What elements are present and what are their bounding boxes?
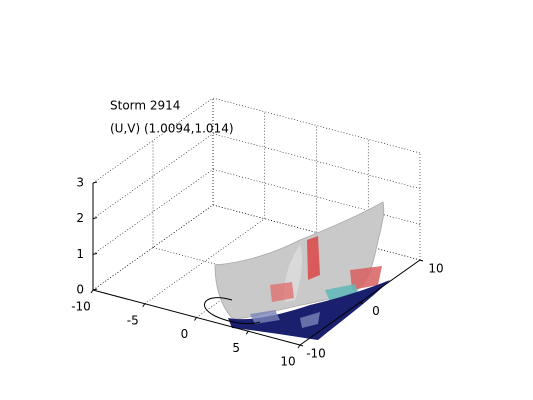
z-tick [92, 181, 98, 184]
y-tick-label: 10 [428, 262, 443, 276]
navy-base [228, 280, 390, 340]
x-tick [245, 330, 249, 335]
red-patch [350, 266, 382, 290]
x-tick [297, 344, 301, 349]
z-tick [92, 217, 98, 220]
z-tick [92, 252, 98, 255]
y-tick-label: -10 [306, 347, 326, 361]
x-tick-label: 0 [181, 327, 189, 341]
blue-patch [250, 310, 320, 328]
grid-line [92, 133, 214, 219]
surface [204, 201, 390, 340]
y-tick-label: 0 [372, 304, 380, 318]
grid-line [92, 169, 214, 255]
title: Storm 2914 [110, 99, 180, 113]
x-axis-line [92, 289, 301, 346]
y-axis-line [299, 259, 421, 346]
x-tick-label: -10 [71, 300, 91, 314]
grid-line [196, 232, 317, 318]
x-tick [194, 317, 197, 321]
red-patch [270, 282, 294, 302]
z-tick-label: 0 [76, 283, 84, 297]
x-tick [142, 303, 146, 308]
grid-line [144, 218, 265, 304]
z-tick-label: 2 [76, 211, 84, 225]
subtitle: (U,V) (1.0094,1.014) [110, 122, 234, 136]
x-tick-label: 5 [232, 341, 240, 355]
axes: -10 -5 0 5 10 -10 0 10 0 1 2 3 [71, 176, 443, 369]
grid-line [92, 204, 214, 291]
y-tick [419, 259, 424, 262]
x-tick [90, 289, 94, 294]
track-curve [204, 297, 261, 325]
x-tick-label: -5 [127, 313, 139, 327]
red-patch [307, 236, 320, 280]
x-tick-label: 10 [280, 355, 295, 369]
z-tick-label: 3 [76, 176, 84, 190]
z-tick-label: 1 [76, 247, 84, 261]
grid-line [92, 97, 214, 184]
